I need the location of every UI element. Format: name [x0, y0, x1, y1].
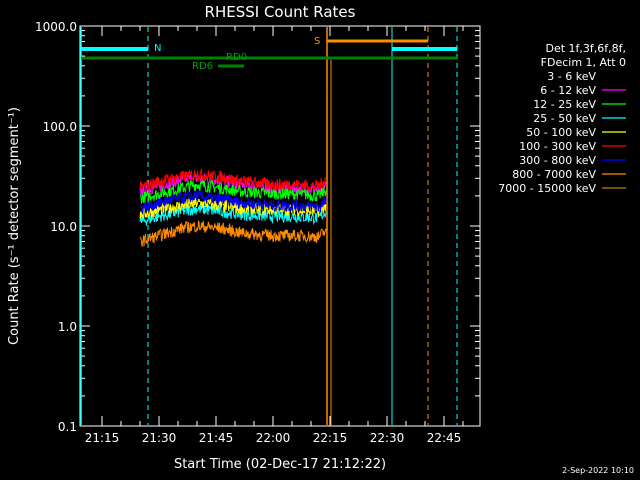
legend-entry-label: 300 - 800 keV — [519, 154, 596, 167]
x-tick-label: 21:45 — [199, 431, 234, 445]
series-line-12-25keV — [139, 179, 327, 204]
series-line-800-7000keV — [139, 220, 327, 247]
legend-entry-label: 50 - 100 keV — [526, 126, 596, 139]
plot-frame — [79, 25, 481, 427]
data-series — [139, 81, 327, 247]
chart-title: RHESSI Count Rates — [205, 3, 356, 21]
y-tick-label: 10.0 — [50, 220, 77, 234]
series-line-100-300keV — [139, 168, 327, 193]
legend-entry-label: 7000 - 15000 keV — [498, 182, 596, 195]
y-tick-label: 0.1 — [58, 420, 77, 434]
legend-entry-label: 100 - 300 keV — [519, 140, 596, 153]
y-axis-label: Count Rate (s⁻¹ detector segment⁻¹) — [7, 107, 22, 345]
night-label: N — [154, 43, 161, 54]
legend-entry-label: 3 - 6 keV — [547, 70, 596, 83]
legend-entry-label: 12 - 25 keV — [533, 98, 596, 111]
x-tick-label: 21:30 — [142, 431, 177, 445]
state-bars: N S RD0 RD6 — [81, 36, 457, 72]
rd6-label: RD6 — [192, 61, 213, 72]
x-tick-label: 22:00 — [256, 431, 291, 445]
marker-lines — [80, 27, 458, 425]
y-tick-label: 1.0 — [58, 320, 77, 334]
x-tick-label: 22:30 — [370, 431, 405, 445]
x-axis-label: Start Time (02-Dec-17 21:12:22) — [174, 457, 386, 472]
x-tick-label: 22:45 — [427, 431, 462, 445]
y-tick-label: 100.0 — [43, 120, 77, 134]
rd0-label: RD0 — [226, 52, 247, 63]
legend-header-line-1: Det 1f,3f,6f,8f, — [545, 42, 626, 55]
footer-timestamp: 2-Sep-2022 10:10 — [562, 466, 634, 475]
legend-entry-label: 6 - 12 keV — [540, 84, 596, 97]
x-tick-label: 22:15 — [313, 431, 348, 445]
axis-ticks: 21:15 21:30 21:45 22:00 22:15 22:30 22:45 0.1 1.… — [35, 20, 480, 445]
legend-entry-label: 800 - 7000 keV — [512, 168, 596, 181]
saa-label: S — [314, 36, 320, 47]
series-line-300-800keV — [139, 190, 327, 215]
legend-header-line-2: FDecim 1, Att 0 — [541, 56, 626, 69]
series-line-50-100keV — [139, 197, 327, 219]
y-tick-label: 1000.0 — [35, 20, 77, 34]
series-line-3-6keV — [139, 81, 327, 149]
x-tick-label: 21:15 — [85, 431, 120, 445]
legend-entry-label: 25 - 50 keV — [533, 112, 596, 125]
